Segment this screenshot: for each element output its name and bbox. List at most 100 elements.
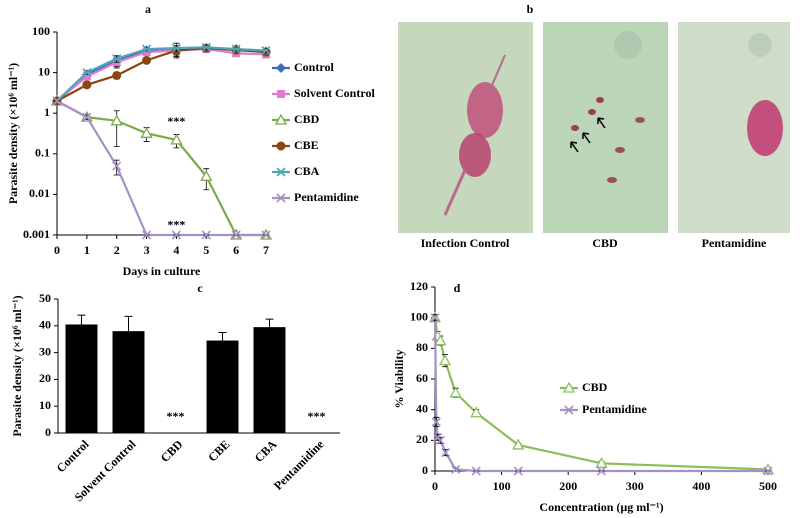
legend-label: CBE (294, 138, 319, 152)
series-line (56, 47, 267, 102)
parasite (443, 169, 467, 216)
marker (513, 466, 523, 476)
image-infection-control (398, 22, 533, 233)
marker (763, 466, 773, 476)
y-tick-label: 0.001 (23, 227, 50, 241)
annotation: *** (308, 409, 326, 423)
x-tick-label: 1 (84, 243, 90, 257)
y-tick-label: 40 (39, 318, 51, 332)
parasite-cluster (467, 82, 503, 138)
marker (274, 113, 288, 125)
legend-label: CBD (582, 380, 608, 394)
parasite (607, 177, 617, 183)
legend-label: CBA (294, 164, 320, 178)
parasite-cluster (459, 133, 491, 177)
error-bar (124, 315, 133, 332)
y-tick-label: 0 (45, 425, 51, 439)
parasite (596, 97, 604, 103)
y-tick-label: 10 (38, 64, 50, 78)
x-tick-label: CBD (158, 437, 186, 465)
marker (142, 55, 152, 65)
marker (142, 44, 152, 54)
marker (276, 63, 286, 73)
legend-label: Pentamidine (294, 190, 359, 204)
marker (52, 96, 62, 106)
micrographs (398, 22, 790, 233)
y-tick-label: 100 (410, 309, 428, 323)
panel-label: c (197, 281, 203, 295)
x-tick-label: 200 (559, 479, 577, 493)
y-tick-label: 120 (410, 279, 428, 293)
marker (441, 448, 451, 458)
marker (171, 230, 181, 240)
marker (277, 90, 285, 98)
y-tick-label: 50 (39, 291, 51, 305)
marker (112, 54, 122, 64)
x-tick-label: 5 (203, 243, 209, 257)
x-tick-label: 0 (54, 243, 60, 257)
marker (112, 70, 122, 80)
marker (564, 405, 574, 415)
legend-label: CBD (294, 112, 320, 126)
marker (140, 126, 153, 138)
marker (276, 141, 286, 151)
bar (65, 324, 98, 433)
x-tick-label: 400 (692, 479, 710, 493)
y-tick-label: 60 (416, 371, 428, 385)
marker (276, 193, 286, 203)
series-line (56, 100, 266, 237)
legend-label: Control (294, 60, 334, 74)
marker (142, 230, 152, 240)
error-bar (113, 159, 120, 176)
panel-label: a (145, 2, 151, 16)
marker (276, 167, 286, 177)
marker (434, 334, 447, 346)
y-tick-label: 0 (422, 463, 428, 477)
y-tick-label: 40 (416, 401, 428, 415)
x-tick-label: Pentamidine (271, 437, 327, 493)
parasite (571, 125, 579, 131)
x-tick-label: 300 (626, 479, 644, 493)
image-caption: CBD (592, 236, 618, 250)
y-tick-label: 100 (32, 24, 50, 38)
image-caption: Pentamidine (702, 236, 767, 250)
x-tick-label: 6 (233, 243, 239, 257)
marker (110, 114, 123, 126)
x-tick-label: 4 (173, 243, 179, 257)
series-line (56, 46, 267, 102)
marker (201, 42, 211, 52)
marker (171, 43, 181, 53)
marker (562, 381, 576, 393)
marker (231, 44, 241, 54)
artifact (614, 31, 642, 59)
bar (112, 331, 145, 433)
parasite (615, 147, 625, 153)
marker (82, 112, 92, 122)
x-tick-label: 0 (432, 479, 438, 493)
annotation: *** (167, 409, 185, 423)
annotation: *** (167, 217, 185, 231)
marker (142, 48, 151, 57)
marker (261, 230, 271, 240)
x-axis-label: Concentration (µg ml⁻¹) (539, 500, 663, 514)
legend-label: Pentamidine (582, 402, 647, 416)
marker (201, 230, 211, 240)
x-tick-label: 3 (144, 243, 150, 257)
marker (471, 466, 481, 476)
y-axis-label: % Viability (392, 349, 406, 408)
x-tick-label: CBA (252, 437, 280, 465)
marker (512, 438, 525, 450)
y-tick-label: 1 (44, 105, 50, 119)
y-tick-label: 0.1 (35, 146, 50, 160)
x-tick-label: CBE (205, 437, 232, 464)
arrows (570, 117, 606, 153)
marker (261, 45, 271, 56)
error-bar (265, 318, 274, 328)
y-tick-label: 0.01 (29, 186, 50, 200)
marker (431, 417, 441, 427)
x-tick-label: 2 (114, 243, 120, 257)
y-tick-label: 20 (416, 432, 428, 446)
y-axis-label: Parasite density (×10⁶ ml⁻¹) (10, 295, 24, 436)
error-bar (77, 314, 86, 325)
